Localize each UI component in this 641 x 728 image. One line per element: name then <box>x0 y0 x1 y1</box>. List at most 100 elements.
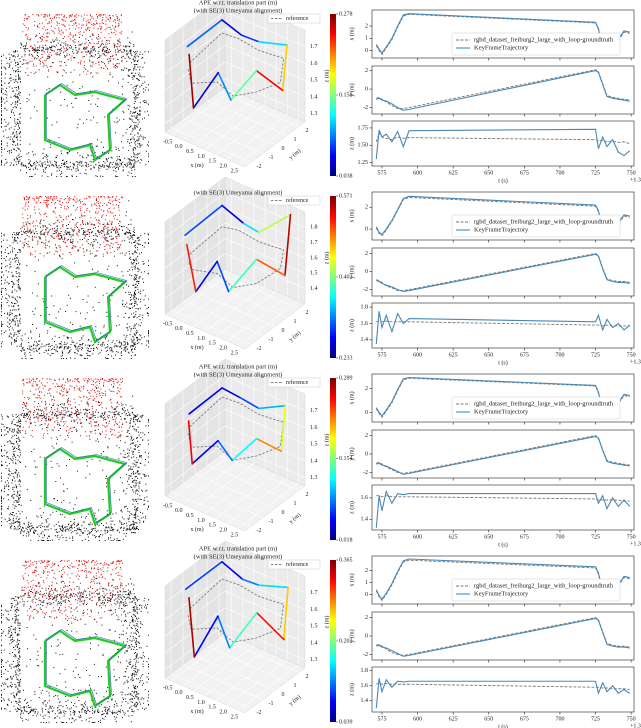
z-axis-label: z (m) <box>323 70 330 83</box>
x-tick-label: 0.0 <box>175 326 183 332</box>
series-line <box>376 435 630 474</box>
x-axis-label: t (s) <box>498 541 508 548</box>
point-cloud-red-dots <box>22 560 123 621</box>
trajectory-segment <box>284 213 292 277</box>
x-offset-label: +1.311875e9 <box>630 359 641 365</box>
y-tick-label: -2 <box>257 528 262 534</box>
point-cloud-dots <box>1 23 149 177</box>
grid-line <box>164 78 306 124</box>
legend-label: rgbd_dataset_freiburg2_large_with_loop-g… <box>474 218 614 225</box>
y-tick-label: 1.75 <box>358 125 369 131</box>
x-tick-label: 0.0 <box>175 144 183 150</box>
y-tick-label: 2 <box>365 205 368 211</box>
colorbar-tick-label: 0.402 <box>339 274 353 280</box>
legend-box <box>451 32 621 56</box>
y-axis-label: x (m) <box>348 27 355 40</box>
trajectory-segment <box>187 420 194 465</box>
grid-line <box>164 44 306 91</box>
trajectory-segment <box>217 615 231 649</box>
x-tick-label: -0.5 <box>163 321 173 327</box>
y-tick-label: 0 <box>282 328 285 334</box>
x-tick-label: 600 <box>413 716 422 722</box>
legend-label: rgbd_dataset_freiburg2_large_with_loop-g… <box>474 36 614 43</box>
x-tick-label: 600 <box>413 534 422 540</box>
trajectory-segment <box>188 53 195 109</box>
x-tick-label: 750 <box>627 534 636 540</box>
y-tick-label: -2 <box>257 710 262 716</box>
z-tick-label: 1.5 <box>310 442 318 448</box>
y-tick-label: 1.8 <box>361 668 369 674</box>
point-cloud-red-dots <box>22 378 123 439</box>
plot-frame <box>371 666 635 713</box>
x-tick-label: 600 <box>413 170 422 176</box>
x-tick-label: 1.5 <box>208 159 216 165</box>
series-line <box>376 70 630 111</box>
grid-line <box>164 375 306 421</box>
colorbar-tick-label: 0.158 <box>339 92 353 98</box>
y-tick-label: 2 <box>365 251 368 257</box>
legend-label: KeyFrameTrajectory <box>474 590 529 597</box>
y-tick-label: 2 <box>365 433 368 439</box>
y-axis-label: y (m) <box>288 511 303 525</box>
plot-frame <box>371 484 635 531</box>
x-tick-label: 2.0 <box>219 164 227 170</box>
point-cloud-dots <box>1 200 149 359</box>
grid-line <box>164 590 306 637</box>
z-tick-label: 1.3 <box>310 475 318 481</box>
x-axis-label: x (m) <box>190 344 203 351</box>
legend-label: KeyFrameTrajectory <box>474 44 529 51</box>
y-tick-label: 1.50 <box>358 143 369 149</box>
colorbar-tick-label: 0.154 <box>339 456 353 462</box>
z-tick-label: 1.7 <box>310 408 318 414</box>
trajectory-segment <box>221 560 244 581</box>
trajectory-segment <box>230 69 258 101</box>
reference-line <box>187 578 285 643</box>
grid-line <box>164 574 306 620</box>
y-tick-label: -1 <box>269 519 274 525</box>
colorbar-tick-label: 0.365 <box>339 557 353 563</box>
series-line <box>375 559 630 602</box>
chart-subtitle: (with SE(3) Umeyama alignment) <box>194 189 283 196</box>
grid-line <box>164 253 306 299</box>
colorbar-tick-label: 0.278 <box>339 11 353 17</box>
trajectory-segment <box>188 387 223 415</box>
x-tick-label: -0.5 <box>163 685 173 691</box>
y-tick-label: -2 <box>257 164 262 170</box>
x-tick-label: 2.5 <box>231 532 239 538</box>
y-tick-label: 1.4 <box>361 337 369 343</box>
x-tick-label: 725 <box>591 352 600 358</box>
x-tick-label: 650 <box>484 716 493 722</box>
colorbar <box>330 378 336 540</box>
y-tick-label: 2 <box>306 310 309 316</box>
reference-line <box>187 226 285 289</box>
grid-line <box>164 222 306 269</box>
x-tick-label: -0.5 <box>163 503 173 509</box>
z-axis-label: z (m) <box>323 252 330 265</box>
series-line <box>376 617 630 656</box>
x-tick-label: 1.5 <box>208 705 216 711</box>
legend-box <box>267 195 321 206</box>
z-tick-label: 1.6 <box>310 61 318 67</box>
grid-line <box>164 408 306 455</box>
trajectory-segment <box>191 439 219 465</box>
camera-path-green <box>43 83 128 162</box>
z-tick-label: 1.4 <box>310 94 318 100</box>
x-tick-label: 575 <box>377 716 386 722</box>
legend-box <box>451 578 621 602</box>
grid-line <box>164 11 306 57</box>
trajectory-segment <box>280 404 287 452</box>
y-tick-label: 2 <box>306 674 309 680</box>
x-tick-label: 600 <box>413 352 422 358</box>
trajectory-segment <box>195 260 218 293</box>
legend-label: KeyFrameTrajectory <box>474 226 529 233</box>
trajectory-segment <box>216 260 230 293</box>
grid-line <box>182 572 264 700</box>
y-axis-label: x (m) <box>348 573 355 586</box>
x-tick-label: 625 <box>449 716 458 722</box>
y-tick-label: 0 <box>365 269 368 275</box>
colorbar-tick-label: 0.289 <box>339 375 353 381</box>
y-tick-label: -1 <box>269 155 274 161</box>
grid-line <box>194 563 276 691</box>
